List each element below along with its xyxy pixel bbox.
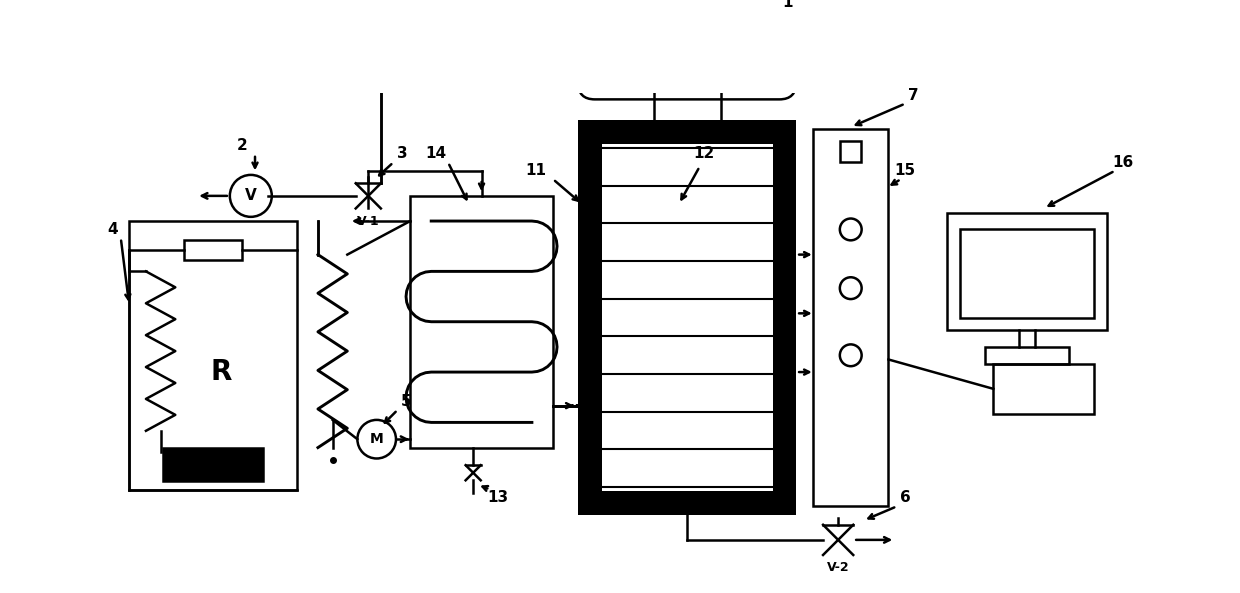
Bar: [960, 229, 1094, 317]
Text: 10: 10: [771, 247, 792, 262]
Text: 1: 1: [782, 0, 794, 11]
Text: V-1: V-1: [357, 215, 379, 228]
Text: M: M: [370, 432, 383, 446]
Text: 8: 8: [781, 365, 792, 380]
Text: 7: 7: [909, 88, 919, 103]
Text: 14: 14: [425, 146, 446, 161]
Text: 15: 15: [895, 163, 916, 178]
Bar: [601, 144, 773, 491]
Bar: [578, 120, 796, 515]
Bar: [993, 364, 1094, 414]
Text: 5: 5: [401, 394, 412, 409]
Text: 4: 4: [107, 222, 118, 237]
Bar: [410, 196, 553, 448]
Bar: [985, 347, 1069, 364]
Text: V: V: [246, 189, 257, 203]
Bar: [841, 141, 862, 162]
Bar: [184, 240, 243, 260]
Text: 2: 2: [237, 138, 248, 153]
Text: V-2: V-2: [827, 561, 849, 574]
Text: 3: 3: [397, 146, 407, 161]
Text: 13: 13: [487, 490, 508, 505]
Bar: [947, 213, 1106, 330]
Bar: [162, 448, 263, 481]
Bar: [813, 129, 889, 506]
Text: 12: 12: [693, 146, 714, 161]
Text: 6: 6: [900, 490, 910, 505]
Text: 9: 9: [781, 306, 792, 321]
Bar: [129, 221, 296, 490]
Text: 11: 11: [526, 163, 547, 178]
Text: R: R: [211, 358, 232, 386]
Text: 16: 16: [1112, 155, 1135, 170]
